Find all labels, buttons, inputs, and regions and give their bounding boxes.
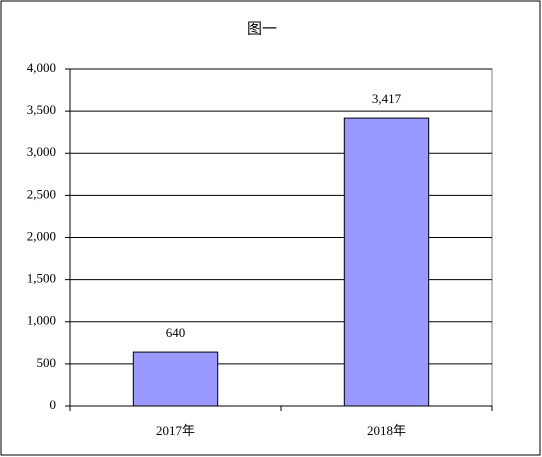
y-tick-label: 2,500 <box>27 186 56 201</box>
y-tick-label: 2,000 <box>27 228 56 243</box>
y-tick-label: 0 <box>50 397 57 412</box>
y-tick-label: 1,000 <box>27 313 56 328</box>
chart-title: 图一 <box>247 20 277 37</box>
x-tick-label: 2018年 <box>367 423 406 438</box>
y-tick-label: 3,500 <box>27 102 56 117</box>
y-tick-label: 4,000 <box>27 60 56 75</box>
x-tick-label: 2017年 <box>156 423 195 438</box>
y-tick-label: 3,000 <box>27 144 56 159</box>
y-tick-label: 500 <box>37 355 57 370</box>
data-label: 640 <box>166 325 186 340</box>
data-label: 3,417 <box>372 91 402 106</box>
bar <box>132 351 219 407</box>
bar <box>343 117 430 407</box>
y-tick-label: 1,500 <box>27 271 56 286</box>
